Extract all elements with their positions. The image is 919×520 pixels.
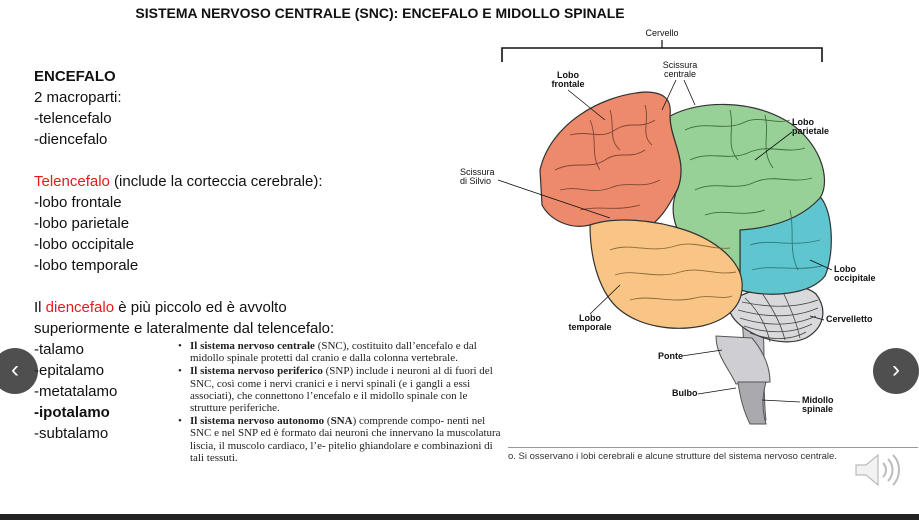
encefalo-heading: ENCEFALO (34, 68, 116, 85)
diencefalo-line: Il diencefalo è più piccolo ed è avvolto (34, 299, 287, 316)
book-item-snp: Il sistema nervoso periferico (SNP) incl… (178, 365, 503, 414)
book-item-sna: Il sistema nervoso autonomo (SNA) compre… (178, 415, 503, 464)
previous-slide-button[interactable]: ‹ (0, 348, 38, 394)
part-item: -talamo (34, 341, 85, 358)
svg-text:parietale: parietale (792, 126, 829, 136)
label-scissura-centrale: Scissura (663, 60, 698, 70)
diencefalo-red-word: diencefalo (45, 299, 115, 316)
label-cervelletto: Cervelletto (826, 314, 873, 324)
next-slide-button[interactable]: › (873, 348, 919, 394)
figure-caption: o. Si osservano i lobi cerebrali e alcun… (508, 447, 918, 462)
bottom-bar (0, 514, 919, 520)
part-item-bold: -ipotalamo (34, 404, 110, 421)
svg-text:temporale: temporale (568, 322, 611, 332)
svg-text:centrale: centrale (664, 69, 696, 79)
label-cervello: Cervello (645, 28, 678, 38)
chevron-right-icon: › (892, 356, 900, 383)
label-lobo-frontale: Lobo (557, 70, 579, 80)
svg-text:spinale: spinale (802, 404, 833, 414)
lobe-item: -lobo occipitale (34, 236, 135, 253)
macroparti-text: 2 macroparti: (34, 89, 122, 106)
left-text-column: ENCEFALO 2 macroparti: -telencefalo -die… (34, 66, 434, 444)
part-item: -subtalamo (34, 425, 109, 442)
svg-text:frontale: frontale (551, 79, 584, 89)
label-midollo-spinale: Midollo (802, 395, 834, 405)
label-bulbo: Bulbo (672, 388, 698, 398)
lobe-item: -lobo frontale (34, 194, 122, 211)
slide-title: SISTEMA NERVOSO CENTRALE (SNC): ENCEFALO… (135, 5, 625, 21)
part-item: -metatalamo (34, 383, 118, 400)
chevron-left-icon: ‹ (11, 356, 19, 383)
lobe-item: -lobo parietale (34, 215, 130, 232)
speaker-icon[interactable] (852, 450, 904, 490)
brain-diagram: Cervello (460, 28, 876, 425)
label-lobo-parietale: Lobo (792, 117, 814, 127)
label-lobo-occipitale: Lobo (834, 264, 856, 274)
lobe-item: -lobo temporale (34, 257, 139, 274)
textbook-excerpt: Il sistema nervoso centrale (SNC), costi… (178, 340, 503, 465)
telencefalo-item: -telencefalo (34, 110, 112, 127)
label-lobo-temporale: Lobo (579, 313, 601, 323)
svg-text:di Silvio: di Silvio (460, 176, 491, 186)
telencefalo-red-word: Telencefalo (34, 173, 110, 190)
diencefalo-item: -diencefalo (34, 131, 108, 148)
book-item-snc: Il sistema nervoso centrale (SNC), costi… (178, 340, 503, 364)
label-scissura-silvio: Scissura (460, 167, 495, 177)
part-item: -epitalamo (34, 362, 105, 379)
svg-text:occipitale: occipitale (834, 273, 876, 283)
label-ponte: Ponte (658, 351, 683, 361)
diencefalo-line-2: superiormente e lateralmente dal telence… (34, 320, 335, 337)
telencefalo-line: Telencefalo (include la corteccia cerebr… (34, 173, 323, 190)
